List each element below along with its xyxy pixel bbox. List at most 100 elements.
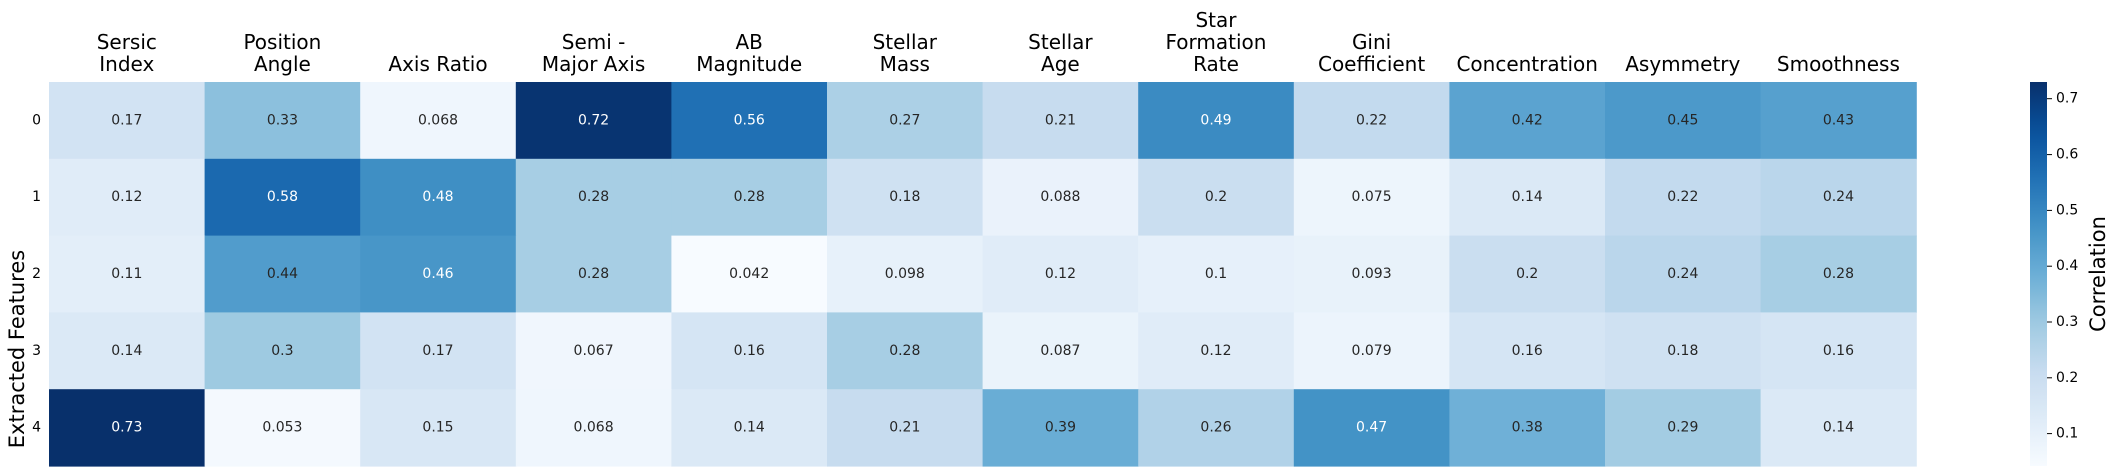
heatmap-cell [1605,158,1762,237]
colorbar-tick-label: 0.3 [2056,314,2078,330]
cell-value: 0.14 [734,420,765,436]
cell-value: 0.49 [1200,112,1231,128]
cell-value: 0.3 [271,343,293,359]
heatmap-cell [982,235,1139,313]
heatmap-cell [1760,82,1917,160]
heatmap-cell [1449,158,1606,237]
heatmap-cell [49,389,206,467]
cell-value: 0.088 [1040,189,1080,205]
heatmap-cell [204,82,361,160]
heatmap-cell [1449,389,1606,467]
column-label: Smoothness [1777,52,1900,76]
heatmap-cell [1605,389,1762,467]
heatmap-cell [1449,235,1606,313]
heatmap-cell [1138,312,1295,390]
row-label: 1 [32,189,41,205]
cell-value: 0.098 [885,266,925,282]
heatmap-cell [982,82,1139,160]
cell-value: 0.068 [418,112,458,128]
column-label: AB Magnitude [696,30,802,76]
cell-value: 0.16 [734,343,765,359]
heatmap-cell [1138,235,1295,313]
heatmap-cell [1138,82,1295,160]
heatmap-cell [1605,82,1762,160]
column-label: Axis Ratio [388,52,487,76]
heatmap-cell [515,312,672,390]
heatmap-cell [49,158,206,237]
heatmap-cell [204,235,361,313]
cell-value: 0.21 [889,420,920,436]
heatmap-cell [204,389,361,467]
row-label: 4 [32,420,41,436]
cell-value: 0.14 [1512,189,1543,205]
heatmap-cell [1293,389,1450,467]
column-labels: Sersic Index Position Angle Axis Ratio Semi -… [97,8,1900,76]
heatmap-cell [827,312,984,390]
cell-value: 0.18 [1667,343,1698,359]
heatmap-cell [204,158,361,237]
cell-value: 0.73 [111,420,142,436]
cell-value: 0.11 [111,266,142,282]
heatmap-cell [1138,389,1295,467]
cell-value: 0.22 [1667,189,1698,205]
row-label: 0 [32,112,41,128]
heatmap-cell [360,235,517,313]
heatmap-cell [1449,312,1606,390]
cell-value: 0.12 [1045,266,1076,282]
heatmap-cell [671,158,828,237]
colorbar-ticks: 0.1 0.2 0.3 0.4 0.5 0.6 0.7 [2047,91,2078,442]
cell-value: 0.48 [422,189,453,205]
cell-value: 0.46 [422,266,453,282]
column-label: Position Angle [243,30,321,76]
cell-value: 0.18 [889,189,920,205]
cell-value: 0.17 [422,343,453,359]
column-label: Asymmetry [1625,52,1740,76]
heatmap-cell [360,312,517,390]
heatmap-cell [1293,312,1450,390]
heatmap-cell [515,82,672,160]
cell-value: 0.28 [578,189,609,205]
row-labels: 0 1 2 3 4 [32,112,41,435]
cell-value: 0.43 [1823,112,1854,128]
cell-value: 0.28 [578,266,609,282]
heatmap-cell [671,312,828,390]
heatmap-cell [1138,158,1295,237]
cell-value: 0.44 [267,266,298,282]
heatmap-cell [671,82,828,160]
cell-value: 0.22 [1356,112,1387,128]
cell-value: 0.075 [1352,189,1392,205]
colorbar-tick-label: 0.2 [2056,370,2078,386]
cell-value: 0.28 [1823,266,1854,282]
heatmap-cell [1293,235,1450,313]
colorbar-tick-label: 0.5 [2056,202,2078,218]
cell-value: 0.47 [1356,420,1387,436]
cell-value: 0.27 [889,112,920,128]
heatmap-cell [360,158,517,237]
heatmap-cell [671,389,828,467]
heatmap-cell [1605,312,1762,390]
heatmap-cell [1760,389,1917,467]
cell-value: 0.33 [267,112,298,128]
colorbar-tick-label: 0.6 [2056,147,2078,163]
cell-value: 0.12 [111,189,142,205]
column-label: Sersic Index [97,30,157,76]
column-label: Semi -Major Axis [542,30,645,76]
heatmap-cell [49,312,206,390]
heatmap-cell [1760,158,1917,237]
cell-value: 0.45 [1667,112,1698,128]
y-axis-label: Extracted Features [5,250,29,448]
cell-value: 0.093 [1352,266,1392,282]
heatmap-cell [1449,82,1606,160]
heatmap-cell [1760,235,1917,313]
heatmap-cell [1293,158,1450,237]
heatmap-cell [827,389,984,467]
colorbar-tick-label: 0.7 [2056,91,2078,107]
column-label: Stellar Mass [873,30,938,76]
cell-value: 0.16 [1823,343,1854,359]
cell-value: 0.042 [729,266,769,282]
heatmap-cell [671,235,828,313]
cell-value-labels: 0.17 0.33 0.068 0.72 0.56 0.27 0.21 0.49 0.22 0.4… [111,112,1854,435]
cell-value: 0.38 [1512,420,1543,436]
cell-value: 0.24 [1823,189,1854,205]
